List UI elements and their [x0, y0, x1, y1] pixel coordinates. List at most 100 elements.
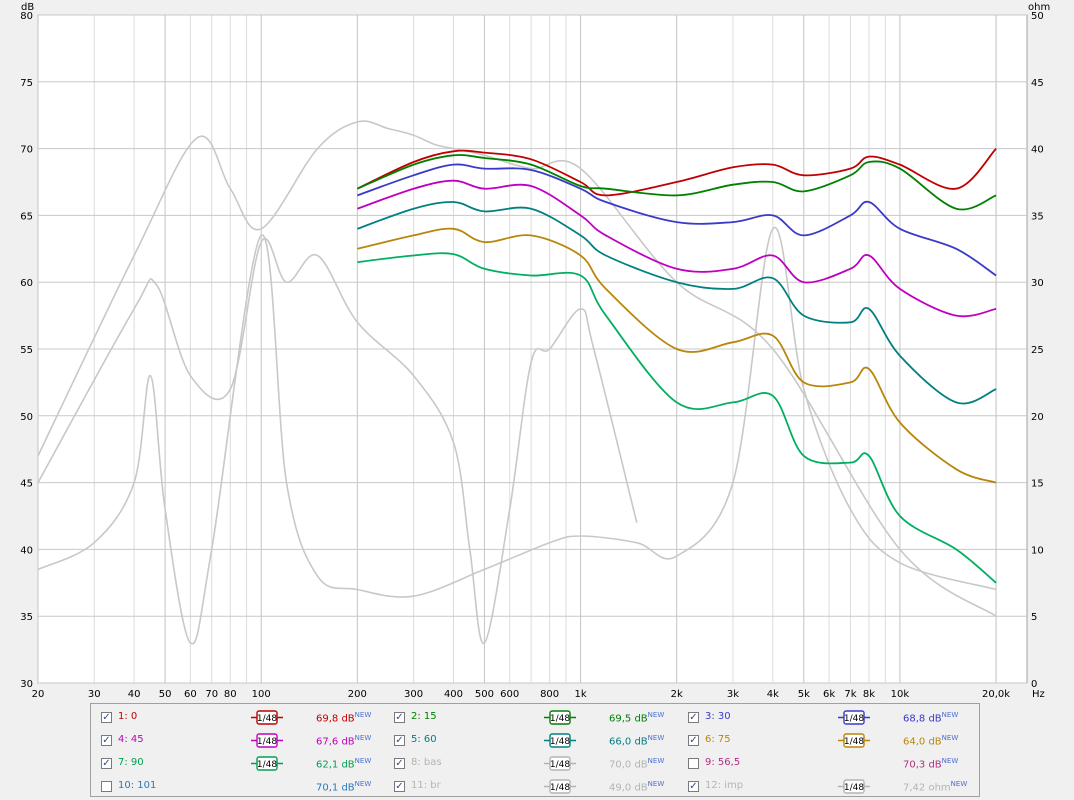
legend-checkbox[interactable] — [688, 758, 699, 769]
freq-tick-label: 4k — [767, 689, 779, 700]
freq-tick-label: 60 — [184, 689, 197, 700]
smoothing-button[interactable]: 1/48 — [838, 733, 870, 748]
freq-tick-label: 2k — [671, 689, 683, 700]
legend-trace-name[interactable]: 3: 30 — [705, 711, 731, 722]
series-line-7 — [357, 252, 997, 584]
smoothing-button[interactable]: 1/48 — [251, 733, 283, 748]
smoothing-label: 1/48 — [550, 737, 570, 747]
ohm-tick-label: 10 — [1031, 545, 1044, 556]
freq-tick-label: 1k — [574, 689, 586, 700]
left-axis-unit: dB — [21, 2, 34, 13]
smoothing-box — [256, 756, 278, 771]
smoothing-box — [843, 779, 865, 794]
smoothing-box — [256, 710, 278, 725]
legend-checkbox[interactable]: ✓ — [688, 781, 699, 792]
legend-checkbox[interactable]: ✓ — [394, 735, 405, 746]
legend-entry: ✓ 1: 0 1/48 69,8 dBNEW — [91, 707, 381, 729]
smoothing-button[interactable]: 1/48 — [838, 710, 870, 725]
legend-level-text: 69,8 dB — [316, 713, 355, 725]
smoothing-box — [843, 733, 865, 748]
smoothing-button[interactable]: 1/48 — [838, 779, 870, 794]
smoothing-box — [549, 756, 571, 771]
legend-trace-name[interactable]: 11: br — [411, 780, 441, 791]
ohm-tick-label: 15 — [1031, 479, 1044, 490]
legend-trace-name[interactable]: 10: 101 — [118, 780, 157, 791]
db-tick-label: 60 — [20, 278, 33, 289]
new-badge: NEW — [354, 757, 372, 765]
legend-entry: 9: 56,5 70,3 dBNEW — [678, 753, 968, 775]
legend-checkbox[interactable] — [101, 781, 112, 792]
legend-entry: ✓ 3: 30 1/48 68,8 dBNEW — [678, 707, 968, 729]
legend-checkbox[interactable]: ✓ — [394, 712, 405, 723]
smoothing-box — [549, 779, 571, 794]
db-tick-label: 35 — [20, 612, 33, 623]
legend-checkbox[interactable]: ✓ — [101, 712, 112, 723]
legend-checkbox[interactable]: ✓ — [101, 758, 112, 769]
ohm-tick-label: 45 — [1031, 78, 1044, 89]
freq-tick-label: 6k — [823, 689, 835, 700]
legend-trace-name[interactable]: 6: 75 — [705, 734, 731, 745]
legend-entry: ✓ 7: 90 1/48 62,1 dBNEW — [91, 753, 381, 775]
ohm-tick-label: 50 — [1031, 11, 1044, 22]
legend-level-text: 64,0 dB — [903, 736, 942, 748]
smoothing-button[interactable]: 1/48 — [251, 756, 283, 771]
series-line-8 — [37, 120, 997, 617]
legend-panel: ✓ 1: 0 1/48 69,8 dBNEW ✓ 2: 15 1/48 69,5 dBNEW ✓… — [90, 703, 980, 797]
ohm-tick-label: 35 — [1031, 211, 1044, 222]
freq-tick-label: 300 — [404, 689, 423, 700]
smoothing-button[interactable]: 1/48 — [544, 779, 576, 794]
legend-level-value: 70,0 dBNEW — [609, 757, 664, 770]
legend-trace-name[interactable]: 2: 15 — [411, 711, 437, 722]
legend-trace-name[interactable]: 7: 90 — [118, 757, 144, 768]
db-tick-label: 40 — [20, 545, 33, 556]
db-tick-label: 55 — [20, 345, 33, 356]
smoothing-label: 1/48 — [550, 760, 570, 770]
new-badge: NEW — [354, 780, 372, 788]
legend-checkbox[interactable]: ✓ — [394, 781, 405, 792]
legend-level-text: 67,6 dB — [316, 736, 355, 748]
smoothing-label: 1/48 — [257, 737, 277, 747]
legend-trace-name[interactable]: 5: 60 — [411, 734, 437, 745]
legend-level-text: 62,1 dB — [316, 759, 355, 771]
smoothing-button[interactable]: 1/48 — [544, 733, 576, 748]
db-tick-label: 45 — [20, 479, 33, 490]
legend-trace-name[interactable]: 1: 0 — [118, 711, 138, 722]
legend-level-value: 66,0 dBNEW — [609, 734, 664, 747]
smoothing-box — [256, 733, 278, 748]
new-badge: NEW — [941, 757, 959, 765]
new-badge: NEW — [354, 734, 372, 742]
ohm-tick-label: 30 — [1031, 278, 1044, 289]
series-line-1 — [357, 147, 997, 197]
legend-checkbox[interactable]: ✓ — [101, 735, 112, 746]
smoothing-label: 1/48 — [257, 760, 277, 770]
x-axis-unit: Hz — [1032, 689, 1045, 700]
legend-checkbox[interactable]: ✓ — [688, 735, 699, 746]
db-tick-label: 80 — [20, 11, 33, 22]
smoothing-button[interactable]: 1/48 — [251, 710, 283, 725]
legend-level-value: 49,0 dBNEW — [609, 780, 664, 793]
legend-level-text: 69,5 dB — [609, 713, 648, 725]
legend-row: 10: 101 70,1 dBNEW ✓ 11: br 1/48 49,0 dBNEW ✓ 1… — [91, 776, 979, 798]
series-line-11 — [37, 238, 638, 644]
smoothing-button[interactable]: 1/48 — [544, 710, 576, 725]
freq-tick-label: 20 — [32, 689, 45, 700]
new-badge: NEW — [647, 757, 665, 765]
smoothing-label: 1/48 — [550, 714, 570, 724]
legend-trace-name[interactable]: 12: imp — [705, 780, 744, 791]
legend-checkbox[interactable]: ✓ — [394, 758, 405, 769]
new-badge: NEW — [647, 780, 665, 788]
smoothing-button[interactable]: 1/48 — [544, 756, 576, 771]
smoothing-box — [843, 710, 865, 725]
legend-trace-name[interactable]: 9: 56,5 — [705, 757, 741, 768]
ohm-tick-label: 5 — [1031, 612, 1037, 623]
legend-checkbox[interactable]: ✓ — [688, 712, 699, 723]
smoothing-label: 1/48 — [844, 737, 864, 747]
legend-trace-name[interactable]: 8: bas — [411, 757, 442, 768]
frequency-response-plot[interactable]: 3035404550556065707580051015202530354045… — [0, 0, 1074, 702]
legend-entry: 10: 101 70,1 dBNEW — [91, 776, 381, 798]
legend-row: ✓ 7: 90 1/48 62,1 dBNEW ✓ 8: bas 1/48 70,0 dBNE… — [91, 753, 979, 775]
legend-trace-name[interactable]: 4: 45 — [118, 734, 144, 745]
freq-tick-label: 10k — [891, 689, 910, 700]
legend-level-value: 62,1 dBNEW — [316, 757, 371, 770]
db-tick-label: 75 — [20, 78, 33, 89]
